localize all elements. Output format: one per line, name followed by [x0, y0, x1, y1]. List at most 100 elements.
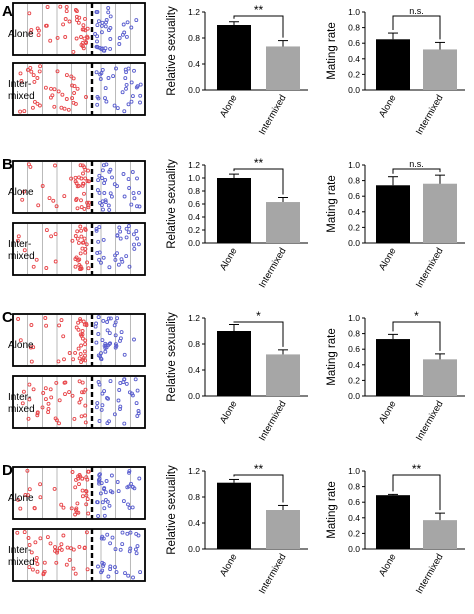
- well-intermixed-red-dot: [46, 406, 51, 411]
- chart-mating-rate: 0.0 0.2 0.4 0.6 0.8 1.0 Mating rate Alone Interm…: [326, 462, 465, 596]
- well-alone-red-dot: [29, 27, 34, 32]
- panel-letter: B: [2, 156, 13, 173]
- well-alone-blue-dot: [98, 491, 103, 496]
- well-alone-blue-dot: [115, 316, 120, 321]
- well-alone-blue-dot: [94, 340, 99, 345]
- well-label-line: Inter-: [8, 392, 31, 403]
- well-intermixed-blue-dot: [123, 67, 128, 72]
- well-alone-blue-dot: [100, 168, 105, 173]
- well-intermixed-blue-dot: [94, 405, 99, 410]
- well-intermixed-frame: [12, 528, 146, 582]
- well-alone-red-dot: [78, 317, 83, 322]
- well-intermixed-blue-dot: [106, 574, 111, 579]
- well-intermixed-blue-dot: [113, 253, 118, 258]
- well-alone-blue-dot: [102, 181, 107, 186]
- well-intermixed-red-dot: [34, 257, 39, 262]
- well-label-intermixed: Inter-mixed: [8, 239, 35, 262]
- well-label-alone: Alone: [8, 493, 34, 504]
- well-intermixed-blue-dot: [118, 229, 123, 234]
- y-tick-label: 0.8: [348, 176, 360, 186]
- well-intermixed-red-dot: [26, 416, 31, 421]
- well-intermixed-blue-dot: [126, 224, 131, 228]
- well-alone-red-dot: [25, 468, 30, 473]
- well-intermixed-red-dot: [59, 542, 64, 547]
- well-intermixed-red-dot: [69, 546, 73, 551]
- well-intermixed-red-dot: [70, 83, 75, 88]
- well-intermixed-red-dot: [79, 234, 84, 239]
- well-intermixed-blue-dot: [123, 76, 128, 81]
- well-intermixed-blue-dot: [138, 100, 142, 105]
- well-intermixed-blue-dot: [104, 99, 109, 104]
- well-intermixed-blue-dot: [116, 262, 121, 267]
- y-tick-label: 0.4: [348, 54, 360, 64]
- well-alone-blue-dot: [107, 503, 112, 508]
- well-intermixed-blue-dot: [138, 93, 143, 98]
- well-intermixed-red-dot: [43, 397, 48, 402]
- well-intermixed-red-dot: [59, 105, 64, 110]
- y-tick-label: 1.0: [348, 313, 360, 323]
- well-alone-red-dot: [22, 189, 27, 194]
- well-intermixed-blue-dot: [115, 251, 119, 256]
- well-alone-blue-dot: [105, 328, 110, 333]
- well-intermixed-blue-dot: [120, 530, 125, 535]
- well-alone-red-dot: [53, 163, 57, 168]
- well-alone-blue-dot: [100, 176, 104, 181]
- well-alone-red-dot: [76, 346, 81, 351]
- well-intermixed-red-dot: [54, 380, 59, 385]
- well-alone-red-dot: [16, 317, 21, 321]
- well-intermixed-red-dot: [31, 387, 36, 392]
- well-alone-blue-dot: [107, 331, 112, 336]
- well-alone-red-dot: [76, 510, 81, 515]
- well-alone-blue-dot: [107, 342, 112, 346]
- well-intermixed-red-dot: [71, 566, 76, 571]
- well-alone-blue-dot: [98, 200, 102, 205]
- well-alone-blue-dot: [112, 182, 117, 187]
- well-alone-blue-dot: [106, 203, 111, 208]
- well-alone-red-dot: [86, 469, 91, 474]
- well-intermixed-red-dot: [41, 391, 46, 395]
- well-alone-red-dot: [26, 162, 31, 167]
- well-alone-blue-dot: [114, 344, 119, 348]
- well-label-alone: Alone: [8, 29, 34, 40]
- x-tick-label: Alone: [218, 552, 240, 579]
- well-intermixed-red-dot: [49, 234, 54, 239]
- significance-label: *: [414, 309, 419, 323]
- bar-alone: [217, 178, 251, 243]
- well-intermixed-blue-dot: [115, 233, 120, 238]
- well-intermixed-blue-dot: [133, 547, 138, 552]
- y-axis-label: Mating rate: [326, 22, 338, 80]
- well-alone-blue-dot: [100, 338, 105, 343]
- well-intermixed-red-dot: [54, 560, 59, 565]
- well-alone-red-dot: [84, 502, 89, 507]
- well-intermixed-red-dot: [25, 67, 30, 72]
- well-alone-blue-dot: [130, 505, 135, 510]
- x-tick-label: Alone: [377, 399, 399, 426]
- well-alone-blue-dot: [108, 167, 113, 172]
- well-intermixed-red-dot: [22, 109, 27, 114]
- well-intermixed: [12, 375, 146, 429]
- well-alone-red-dot: [74, 325, 79, 330]
- well-alone-red-dot: [77, 356, 82, 361]
- well-intermixed-blue-dot: [96, 96, 101, 101]
- well-alone-red-dot: [77, 473, 82, 477]
- well-intermixed-red-dot: [67, 390, 72, 395]
- chart-relative-sexuality: 0.0 0.4 0.8 1.2 Relative sexuality Alone Inter…: [166, 309, 308, 443]
- well-intermixed-blue-dot: [100, 391, 105, 396]
- well-alone-blue-dot: [121, 22, 126, 27]
- well-alone-red-dot: [85, 179, 90, 183]
- well-alone-red-dot: [76, 327, 81, 332]
- well-alone-red-dot: [59, 318, 64, 323]
- well-intermixed-blue-dot: [128, 546, 133, 551]
- well-intermixed-red-dot: [83, 403, 88, 408]
- bar-alone: [376, 495, 410, 549]
- well-intermixed-blue-dot: [124, 86, 128, 91]
- well-alone-blue-dot: [103, 177, 108, 182]
- well-alone-red-dot: [64, 9, 69, 14]
- well-alone-red-dot: [47, 196, 52, 201]
- y-tick-label: 0.0: [188, 391, 200, 401]
- well-intermixed-red-dot: [35, 569, 40, 574]
- well-alone-blue-dot: [106, 10, 111, 15]
- well-intermixed-blue-dot: [101, 561, 106, 566]
- well-alone-blue-dot: [126, 502, 130, 507]
- bar-intermixed: [266, 202, 300, 243]
